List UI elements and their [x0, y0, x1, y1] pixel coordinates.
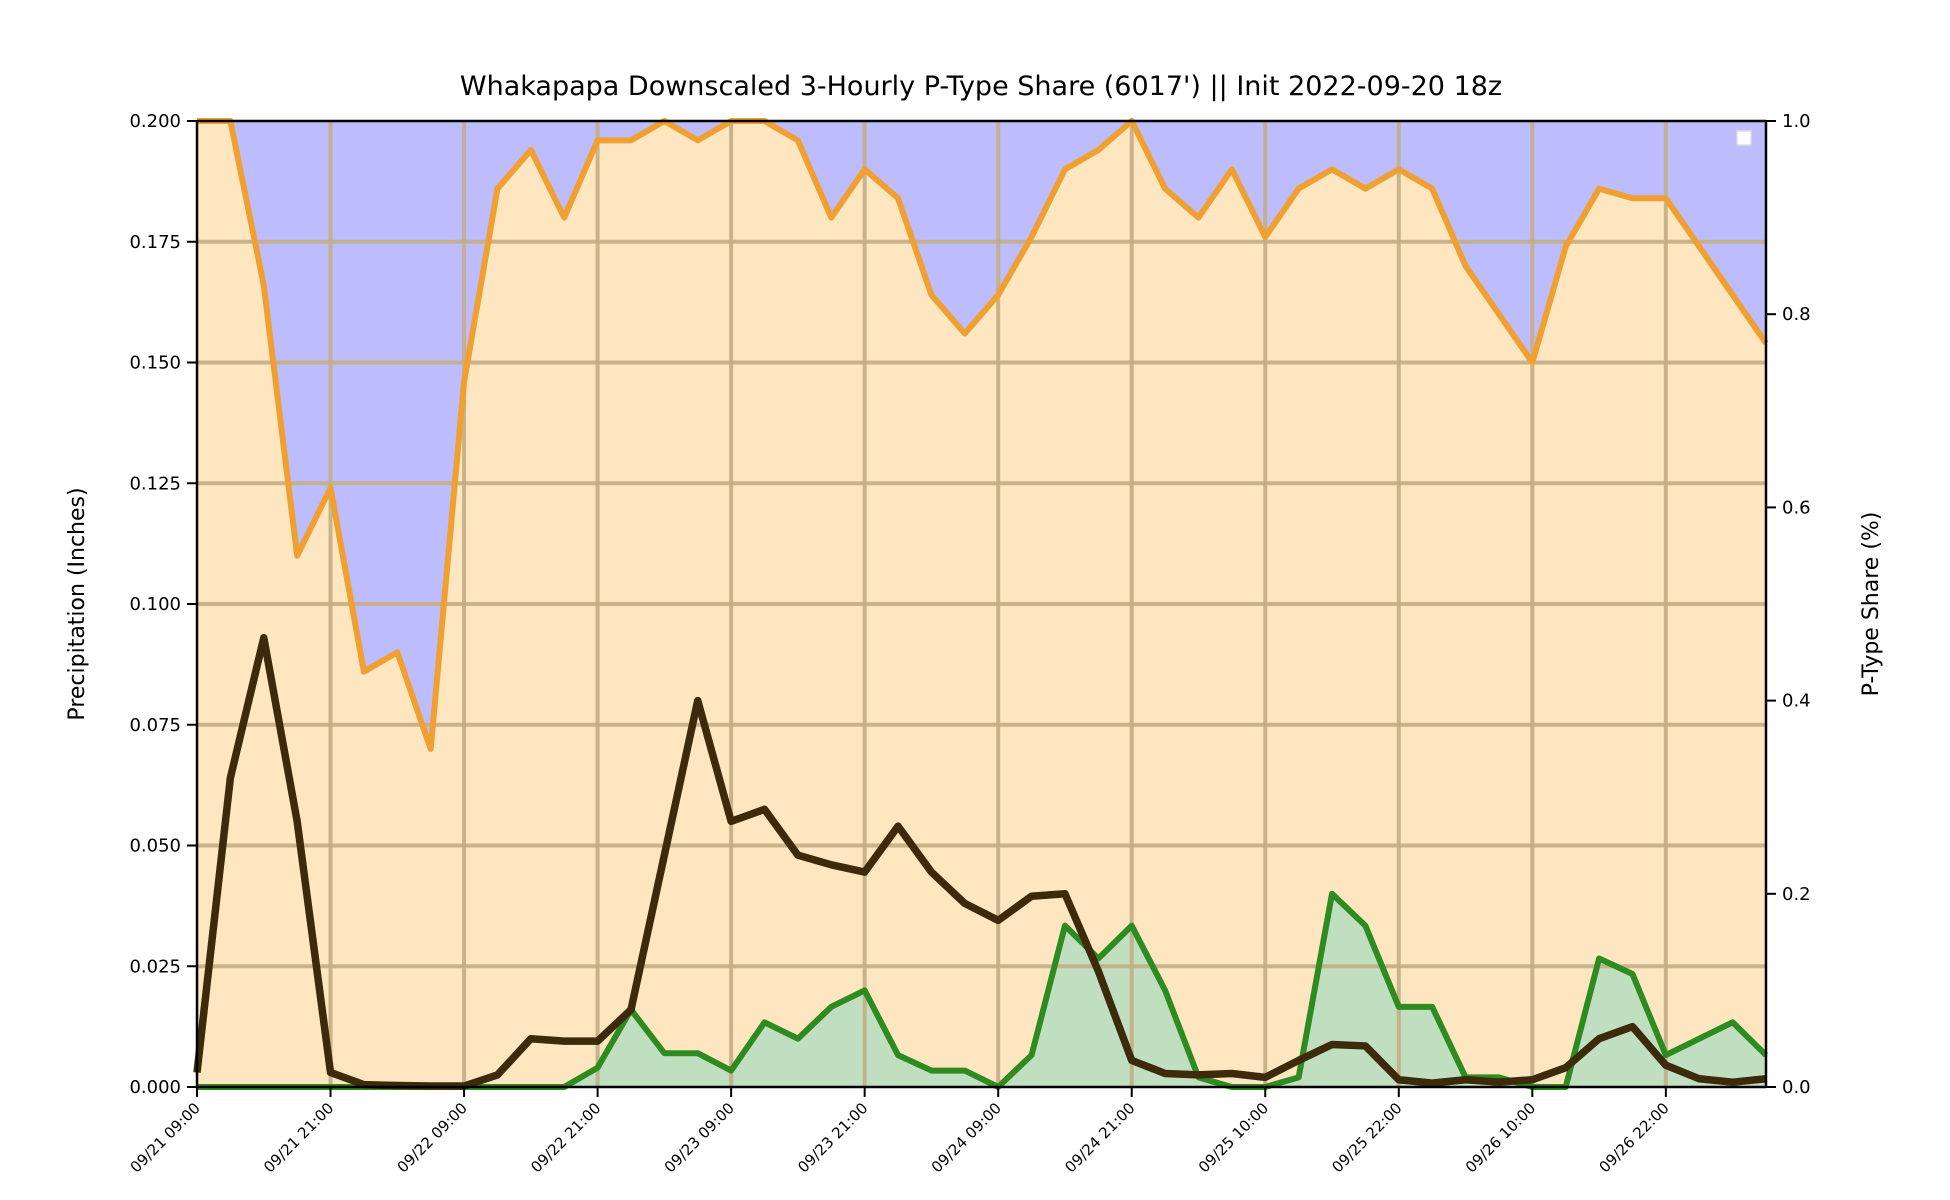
x-tick-label: 09/25 10:00: [1195, 1099, 1272, 1176]
x-tick-label: 09/22 21:00: [527, 1099, 604, 1176]
y-left-tick-label: 0.175: [129, 232, 181, 253]
y-axis-left-label: Precipitation (Inches): [65, 487, 90, 720]
y-left-tick-label: 0.075: [129, 715, 181, 736]
y-right-tick-label: 1.0: [1782, 111, 1811, 132]
y-left-tick-label: 0.000: [129, 1077, 181, 1098]
y-right-tick-label: 0.6: [1782, 497, 1811, 518]
y-left-tick-label: 0.150: [129, 353, 181, 374]
x-tick-label: 09/26 10:00: [1462, 1099, 1539, 1176]
y-axis-right-label: P-Type Share (%): [1859, 512, 1884, 697]
grid-layer: [197, 121, 1766, 1087]
y-left-tick-label: 0.100: [129, 594, 181, 615]
y-right-tick-label: 0.2: [1782, 884, 1811, 905]
x-tick-label: 09/22 09:00: [394, 1099, 471, 1176]
x-tick-label: 09/21 09:00: [127, 1099, 204, 1176]
y-right-tick-label: 0.0: [1782, 1077, 1811, 1098]
y-right-tick-label: 0.8: [1782, 304, 1811, 325]
y-right-tick-label: 0.4: [1782, 691, 1811, 712]
x-tick-label: 09/24 21:00: [1061, 1099, 1138, 1176]
y-left-tick-label: 0.125: [129, 473, 181, 494]
snow-share-line: [197, 118, 1769, 752]
y-left-tick-label: 0.200: [129, 111, 181, 132]
y-left-tick-label: 0.050: [129, 836, 181, 857]
x-tick-label: 09/26 22:00: [1595, 1099, 1672, 1176]
rain-share-area: [197, 893, 1766, 1087]
x-tick-label: 09/23 09:00: [661, 1099, 738, 1176]
x-tick-label: 09/24 09:00: [928, 1099, 1005, 1176]
legend-box: [1736, 130, 1752, 146]
x-tick-label: 09/21 21:00: [260, 1099, 337, 1176]
y-left-tick-label: 0.025: [129, 956, 181, 977]
x-tick-label: 09/23 21:00: [794, 1099, 871, 1176]
chart-title: Whakapapa Downscaled 3-Hourly P-Type Sha…: [460, 71, 1502, 102]
x-tick-label: 09/25 22:00: [1328, 1099, 1405, 1176]
